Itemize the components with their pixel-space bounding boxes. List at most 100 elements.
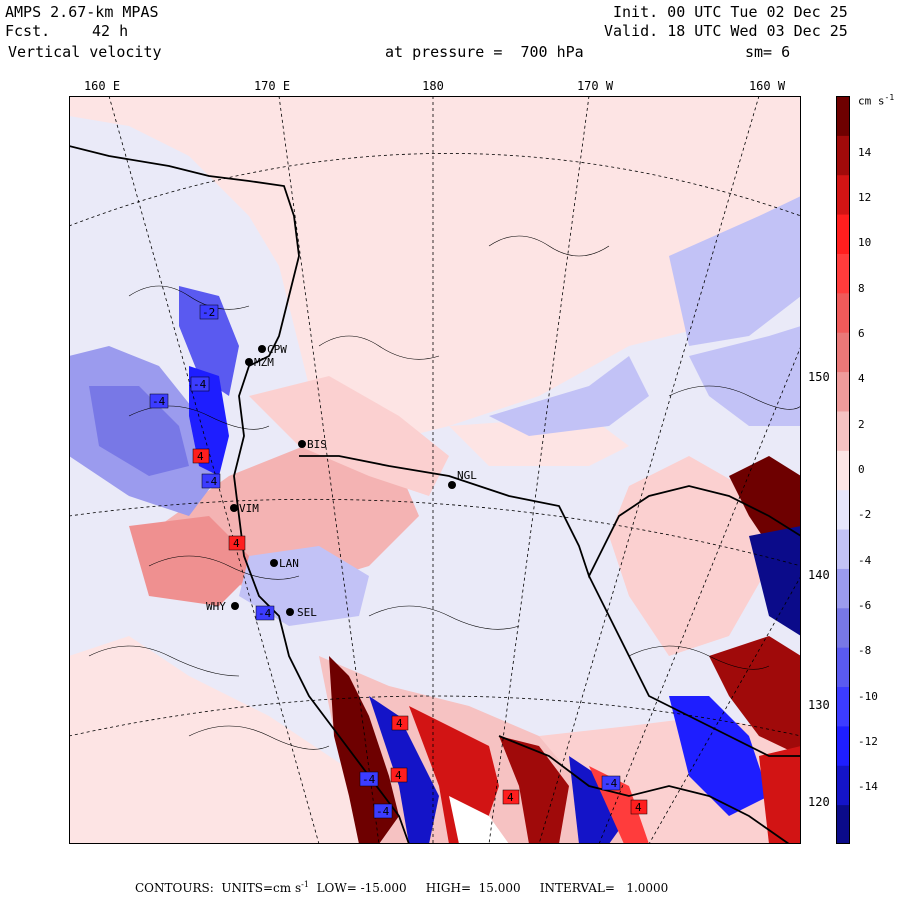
station-cpw: CPW xyxy=(258,343,287,356)
svg-text:CPW: CPW xyxy=(267,343,287,356)
init-time: Init. 00 UTC Tue 02 Dec 25 xyxy=(613,3,848,21)
colorbar-swatch xyxy=(836,686,850,727)
shaded-negative-region xyxy=(489,356,649,436)
interval-value: INTERVAL= 1.0000 xyxy=(539,881,669,895)
colorbar xyxy=(836,96,850,844)
shaded-positive-region xyxy=(609,456,769,656)
colorbar-swatch xyxy=(836,647,850,688)
colorbar-swatch xyxy=(836,214,850,254)
contours xyxy=(88,235,801,750)
svg-text:MZM: MZM xyxy=(254,356,274,369)
colorbar-tick-label: 0 xyxy=(858,463,865,476)
contours-label: CONTOURS: xyxy=(135,881,214,895)
colorbar-tick-label: 14 xyxy=(858,145,872,159)
colorbar-tick-label: 12 xyxy=(858,191,872,204)
colorbar-swatch xyxy=(836,174,850,215)
svg-text:-4: -4 xyxy=(204,475,218,488)
shaded-negative-region xyxy=(179,286,239,396)
svg-text:BIS: BIS xyxy=(307,438,327,451)
svg-text:WHY: WHY xyxy=(206,600,226,613)
extremum-label: 4 xyxy=(228,535,246,551)
extremum-label: 4 xyxy=(502,789,520,805)
svg-text:-4: -4 xyxy=(376,805,390,818)
colorbar-swatch xyxy=(836,450,850,491)
shaded-positive-region xyxy=(129,516,259,606)
valid-time: Valid. 18 UTC Wed 03 Dec 25 xyxy=(604,22,848,40)
colorbar-swatch xyxy=(836,489,850,530)
station-why: WHY xyxy=(206,600,239,613)
colorbar-tick-label: -14 xyxy=(858,780,878,794)
shaded-positive-region xyxy=(249,376,449,496)
svg-text:4: 4 xyxy=(233,537,240,550)
colorbar-tick-label: -8 xyxy=(858,644,872,658)
shaded-negative-region xyxy=(689,326,801,426)
pressure-level: at pressure = 700 hPa xyxy=(385,43,584,61)
colorbar-swatch xyxy=(836,253,850,294)
station-lan: LAN xyxy=(270,557,299,570)
extremum-label: -4 xyxy=(190,376,210,392)
svg-text:4: 4 xyxy=(396,717,403,730)
shaded-positive-region xyxy=(69,96,801,446)
lon-label-170e: 170 E xyxy=(253,79,291,93)
extremum-label: -4 xyxy=(601,775,621,791)
field-name: Vertical velocity xyxy=(8,43,162,61)
colorbar-units: cm s-1 xyxy=(858,93,895,108)
colorbar-tick-label: 4 xyxy=(858,372,865,386)
smoothing: sm= 6 xyxy=(745,43,791,61)
lon-label-160e: 160 E xyxy=(83,79,121,93)
contour-info: CONTOURS: UNITS=cm s-1 LOW= -15.000 HIGH… xyxy=(135,880,668,895)
svg-text:-4: -4 xyxy=(152,395,166,408)
extremum-label: 4 xyxy=(390,767,408,783)
model-title: AMPS 2.67-km MPAS xyxy=(5,3,159,21)
vertical-velocity-map: CPW MZM BIS NGL VIM LAN WHY SEL -2 -4 -4… xyxy=(69,96,801,844)
colorbar-swatch xyxy=(836,765,850,806)
svg-text:-4: -4 xyxy=(193,378,207,391)
station-vim: VIM xyxy=(230,502,259,515)
stations: CPW MZM BIS NGL VIM LAN WHY SEL xyxy=(206,343,477,619)
forecast-value: 42 h xyxy=(92,22,129,40)
colorbar-tick-label: -10 xyxy=(858,689,878,703)
colorbar-swatch xyxy=(836,371,850,412)
lon-label-160w: 160 W xyxy=(748,79,786,93)
svg-text:4: 4 xyxy=(635,801,642,814)
map-frame xyxy=(69,96,801,844)
station-ngl: NGL xyxy=(448,469,477,489)
high-value: HIGH= 15.000 xyxy=(425,881,521,895)
svg-text:4: 4 xyxy=(197,450,204,463)
extremum-label: 4 xyxy=(391,715,409,731)
extremum-label: -2 xyxy=(199,304,219,320)
colorbar-swatch xyxy=(836,804,850,844)
colorbar-tick-label: -2 xyxy=(858,508,872,522)
extremum-label: -4 xyxy=(255,605,275,621)
colorbar-tick-label: 10 xyxy=(858,236,872,250)
graticule xyxy=(69,96,801,844)
station-mzm: MZM xyxy=(245,356,274,369)
shaded-positive-region xyxy=(69,636,429,844)
extremum-label: 4 xyxy=(192,448,210,464)
svg-text:LAN: LAN xyxy=(279,557,299,570)
lon-label-180: 180 xyxy=(422,79,444,93)
coastline xyxy=(69,145,801,844)
svg-text:-4: -4 xyxy=(258,607,272,620)
colorbar-tick-label: 8 xyxy=(858,281,865,295)
colorbar-swatch xyxy=(836,292,850,333)
forecast-label: Fcst. xyxy=(5,22,51,40)
colorbar-tick-label: -12 xyxy=(858,735,878,748)
shaded-negative-region xyxy=(89,386,189,476)
colorbar-swatch xyxy=(836,529,850,569)
colorbar-swatch xyxy=(836,96,850,136)
colorbar-swatch xyxy=(836,725,850,766)
svg-text:-4: -4 xyxy=(362,773,376,786)
colorbar-swatch xyxy=(836,135,850,176)
svg-text:4: 4 xyxy=(507,791,514,804)
extremum-label: -4 xyxy=(359,771,379,787)
colorbar-tick-label: -6 xyxy=(858,599,872,612)
svg-text:SEL: SEL xyxy=(297,606,317,619)
extremum-label: -4 xyxy=(373,803,393,819)
colorbar-swatch xyxy=(836,607,850,648)
lon-label-170w: 170 W xyxy=(576,79,614,93)
station-sel: SEL xyxy=(286,606,317,619)
colorbar-swatch xyxy=(836,332,850,373)
low-value: LOW= -15.000 xyxy=(316,881,407,895)
extremum-label: 4 xyxy=(630,799,648,815)
